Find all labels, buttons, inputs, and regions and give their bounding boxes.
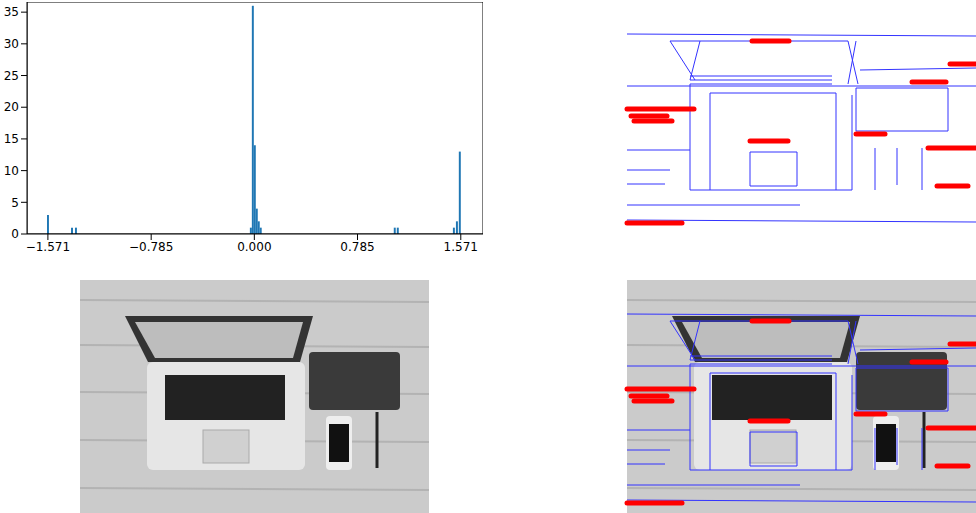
svg-text:35: 35 xyxy=(4,5,19,19)
svg-text:−1.571: −1.571 xyxy=(26,240,70,254)
svg-text:1.571: 1.571 xyxy=(444,240,478,254)
svg-text:20: 20 xyxy=(4,100,19,114)
svg-text:10: 10 xyxy=(4,164,19,178)
svg-text:30: 30 xyxy=(4,37,19,51)
svg-text:0: 0 xyxy=(11,227,19,241)
svg-text:0.785: 0.785 xyxy=(340,240,374,254)
svg-text:25: 25 xyxy=(4,69,19,83)
svg-text:15: 15 xyxy=(4,132,19,146)
svg-text:5: 5 xyxy=(11,196,19,210)
svg-text:−0.785: −0.785 xyxy=(129,240,173,254)
svg-text:0.000: 0.000 xyxy=(237,240,271,254)
